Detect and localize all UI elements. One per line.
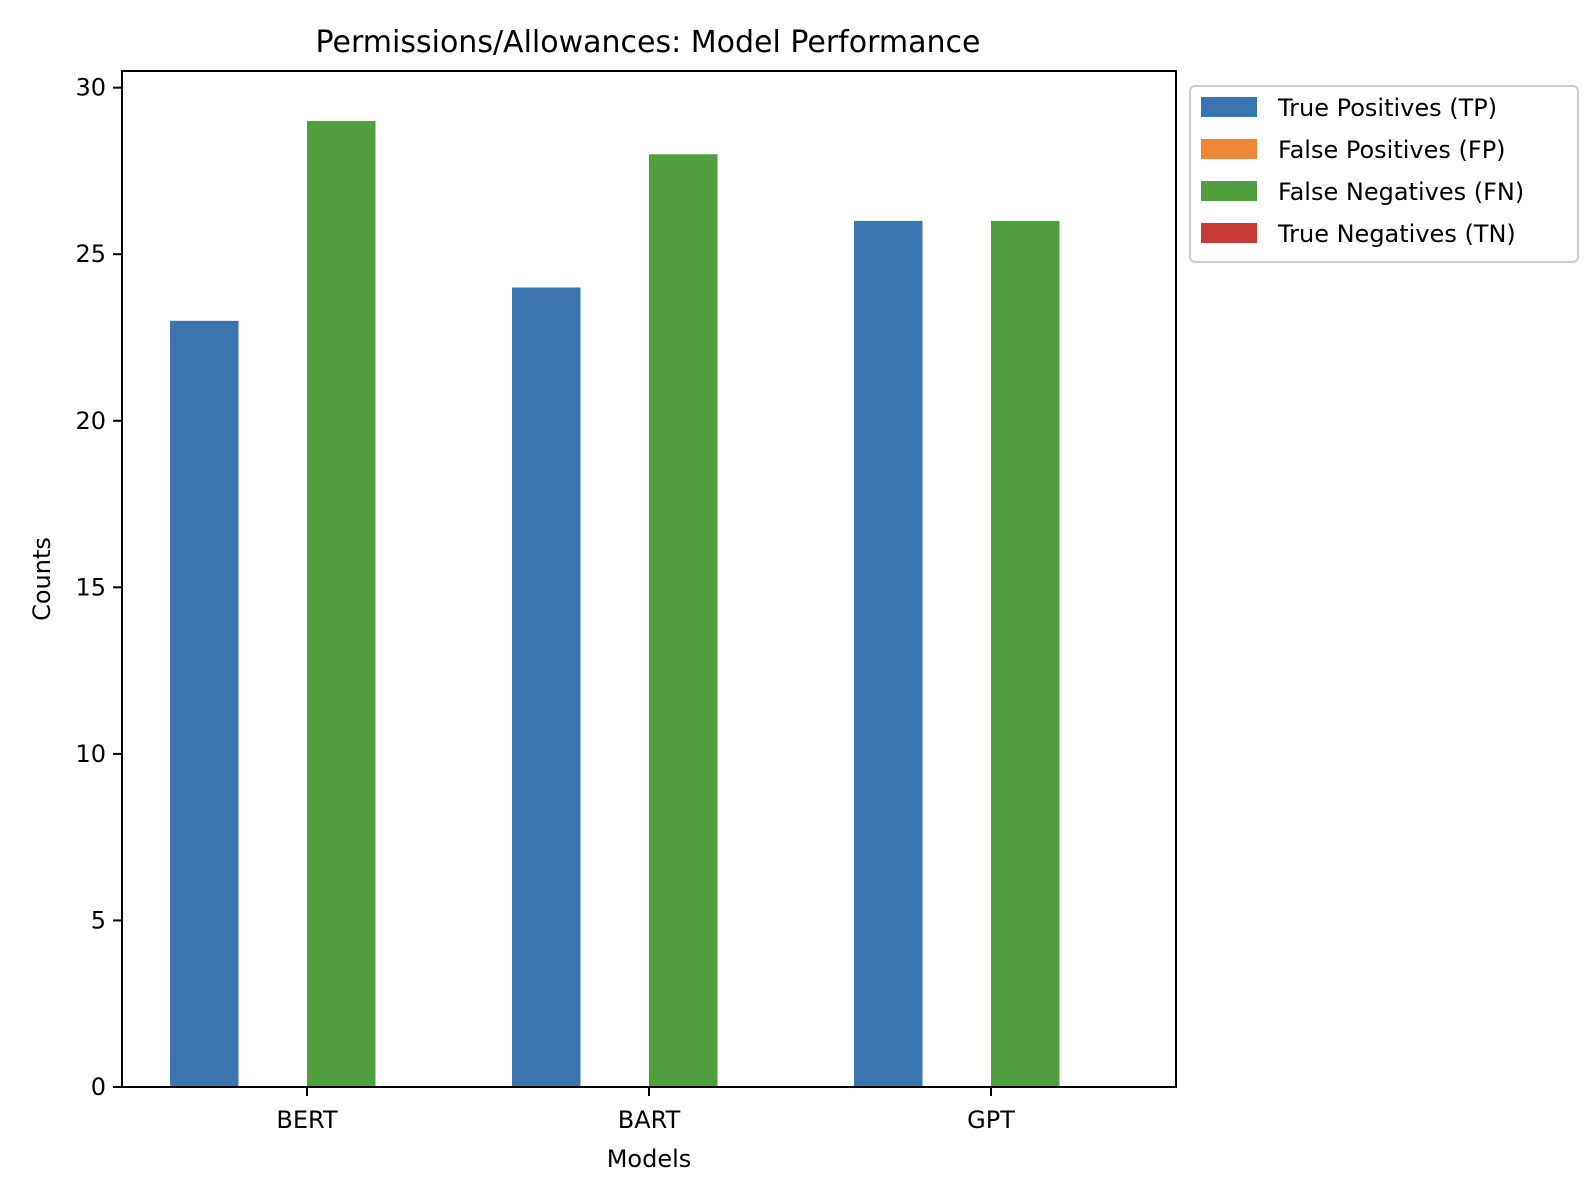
legend-label: True Positives (TP): [1277, 94, 1497, 122]
y-tick-label: 5: [91, 906, 106, 934]
legend-swatch: [1201, 97, 1257, 117]
legend-swatch: [1201, 181, 1257, 201]
legend-swatch: [1201, 223, 1257, 243]
x-axis-label: Models: [607, 1145, 692, 1173]
bars-group: [170, 120, 1060, 1088]
plot-frame: [121, 70, 1177, 1088]
legend-label: False Positives (FP): [1278, 136, 1506, 164]
x-tick-label: BART: [618, 1106, 681, 1134]
legend-frame: [1189, 85, 1579, 263]
x-axis: BERT BART GPT: [276, 1087, 1015, 1134]
chart-title: Permissions/Allowances: Model Performanc…: [316, 25, 981, 60]
y-tick-label: 25: [75, 240, 106, 268]
y-tick-label: 30: [75, 74, 106, 102]
legend-label: True Negatives (TN): [1277, 220, 1516, 248]
bar-bert-series-0: [170, 320, 239, 1087]
bar-bert-series-2: [307, 120, 376, 1087]
bar-gpt-series-0: [854, 220, 923, 1088]
y-tick-label: 15: [75, 573, 106, 601]
bar-bart-series-0: [512, 287, 581, 1087]
bar-bart-series-2: [649, 154, 718, 1087]
legend: True Positives (TP) False Positives (FP) F…: [1189, 85, 1579, 263]
y-axis-label: Counts: [28, 537, 56, 621]
legend-swatch: [1201, 139, 1257, 159]
y-tick-label: 10: [75, 740, 106, 768]
bar-gpt-series-2: [991, 220, 1060, 1088]
y-tick-label: 0: [91, 1073, 106, 1101]
x-tick-label: BERT: [276, 1106, 338, 1134]
y-axis: 0 5 10 15 20 25 30: [75, 74, 122, 1101]
legend-label: False Negatives (FN): [1278, 178, 1524, 206]
x-tick-label: GPT: [967, 1106, 1015, 1134]
y-tick-label: 20: [75, 407, 106, 435]
